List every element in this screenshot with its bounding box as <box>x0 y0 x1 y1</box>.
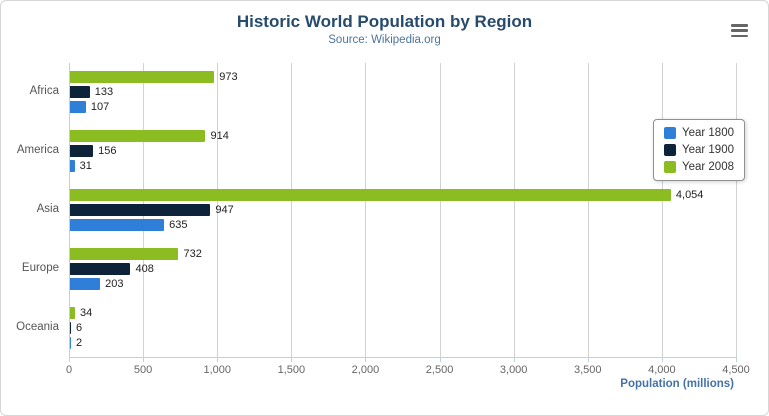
legend-item-year-1900[interactable]: Year 1900 <box>663 144 734 156</box>
x-tick-mark <box>513 357 515 362</box>
bar-year-2008-asia <box>70 189 671 201</box>
gridline <box>439 63 441 357</box>
value-label: 156 <box>98 145 117 158</box>
value-label: 4,054 <box>675 189 704 201</box>
value-label: 133 <box>94 86 114 99</box>
chart-context-menu-button[interactable] <box>731 24 748 37</box>
category-label-america: America <box>16 144 59 157</box>
gridline <box>291 63 293 357</box>
value-label: 947 <box>215 204 234 216</box>
legend-swatch-icon <box>663 161 676 173</box>
legend: Year 1800 Year 1900 Year 2008 <box>652 119 745 181</box>
value-label: 107 <box>90 101 110 114</box>
bar-year-1800-asia <box>70 219 165 231</box>
gridline <box>513 63 515 357</box>
x-tick-mark <box>143 357 145 362</box>
bar-year-1900-asia <box>70 204 211 216</box>
x-tick-label: 4,500 <box>722 364 750 376</box>
x-tick-mark <box>736 357 737 362</box>
category-label-asia: Asia <box>36 203 59 215</box>
x-tick-label: 3,500 <box>574 364 602 376</box>
x-tick-label: 4,000 <box>648 364 676 376</box>
x-tick-mark <box>291 357 293 362</box>
value-label: 408 <box>135 262 154 275</box>
x-tick-mark <box>661 357 663 362</box>
gridline <box>736 63 737 357</box>
gridline <box>217 63 219 357</box>
value-label: 203 <box>105 277 124 290</box>
x-tick-mark <box>587 357 589 362</box>
category-label-africa: Africa <box>29 85 59 98</box>
x-tick-mark <box>439 357 441 362</box>
legend-label: Year 1800 <box>681 127 734 139</box>
chart-title: Historic World Population by Region <box>236 12 533 31</box>
bar-year-1800-oceania <box>70 336 71 349</box>
bar-year-2008-europe <box>70 247 179 260</box>
gridline <box>661 63 663 357</box>
x-tick-mark <box>365 357 367 362</box>
gridline <box>587 63 589 357</box>
bar-year-1800-europe <box>70 277 101 290</box>
legend-swatch-icon <box>663 144 676 156</box>
value-label: 2 <box>76 336 83 349</box>
x-axis-title: Population (millions) <box>620 378 734 390</box>
x-tick-label: 2,500 <box>425 364 454 376</box>
x-tick-mark <box>69 357 70 362</box>
bar-year-2008-oceania <box>70 306 76 319</box>
legend-label: Year 2008 <box>681 161 734 173</box>
value-label: 6 <box>76 321 83 334</box>
value-label: 635 <box>169 219 188 231</box>
category-label-europe: Europe <box>21 261 59 274</box>
hamburger-menu-icon <box>731 29 748 32</box>
value-label: 732 <box>183 247 202 260</box>
legend-item-year-1800[interactable]: Year 1800 <box>663 127 734 139</box>
bar-year-2008-africa <box>70 71 215 84</box>
chart-subtitle: Source: Wikipedia.org <box>328 34 441 46</box>
hamburger-menu-icon <box>731 24 748 27</box>
legend-label: Year 1900 <box>681 144 734 156</box>
value-label: 914 <box>210 130 229 143</box>
x-tick-label: 0 <box>65 364 73 376</box>
x-tick-label: 500 <box>133 364 153 376</box>
gridline <box>69 63 70 357</box>
bar-year-1800-america <box>70 160 75 173</box>
gridline <box>365 63 367 357</box>
x-axis-line <box>69 357 737 358</box>
x-tick-label: 2,000 <box>351 364 380 376</box>
x-tick-label: 1,500 <box>277 364 306 376</box>
x-tick-mark <box>217 357 219 362</box>
x-tick-label: 3,000 <box>499 364 528 376</box>
value-label: 34 <box>80 306 93 319</box>
bar-year-2008-america <box>70 130 206 143</box>
value-label: 973 <box>219 71 238 84</box>
bar-year-1900-africa <box>70 86 90 99</box>
category-label-oceania: Oceania <box>16 320 59 333</box>
legend-item-year-2008[interactable]: Year 2008 <box>663 161 734 173</box>
hamburger-menu-icon <box>731 34 748 37</box>
x-tick-label: 1,000 <box>203 364 231 376</box>
value-label: 31 <box>79 160 92 173</box>
bar-year-1800-africa <box>70 101 86 114</box>
legend-swatch-icon <box>663 127 676 139</box>
bar-year-1900-america <box>70 145 94 158</box>
bar-year-1900-europe <box>70 262 131 275</box>
bar-year-1900-oceania <box>70 321 71 334</box>
